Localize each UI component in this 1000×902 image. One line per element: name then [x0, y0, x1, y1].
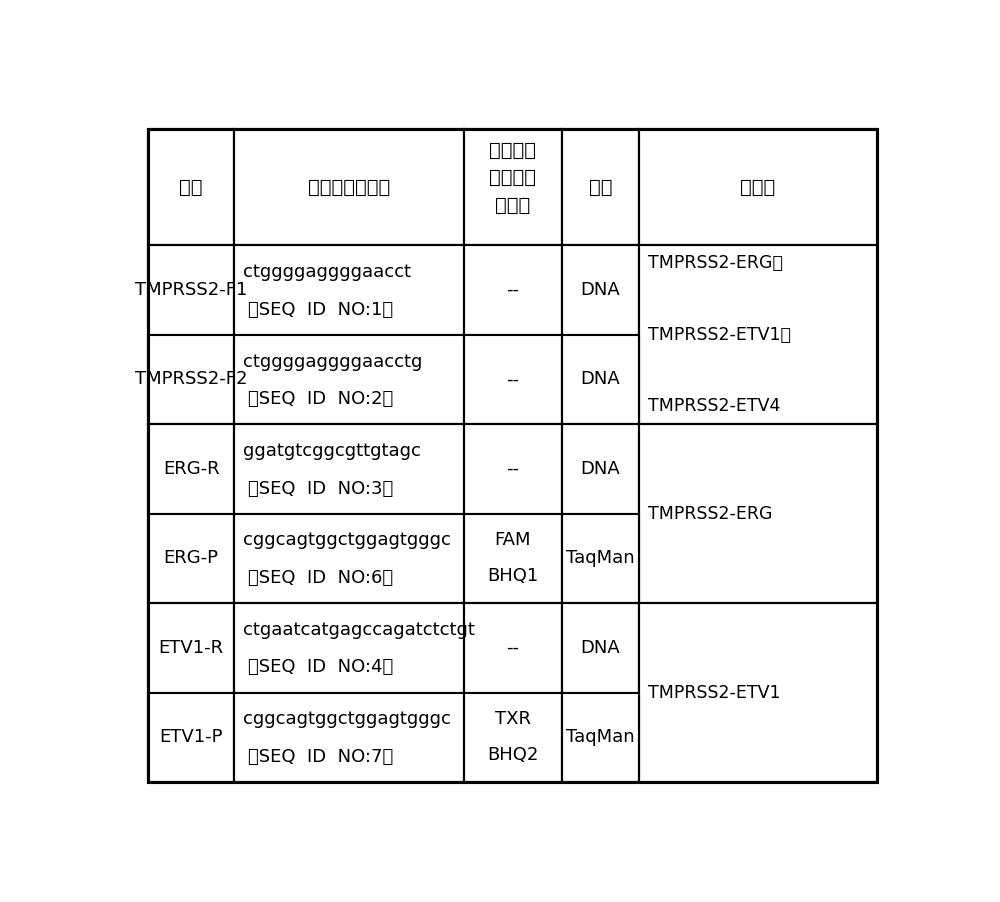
Bar: [148, 335, 234, 424]
Text: BHQ1: BHQ1: [487, 567, 538, 585]
Text: （SEQ  ID  NO:7）: （SEQ ID NO:7）: [248, 748, 393, 766]
Text: 荧光报告: 荧光报告: [489, 141, 536, 160]
Bar: [639, 245, 877, 424]
Text: BHQ2: BHQ2: [487, 746, 539, 764]
Text: 靶基因: 靶基因: [740, 178, 775, 197]
Text: DNA: DNA: [580, 281, 620, 299]
Bar: [148, 693, 234, 782]
Text: TMPRSS2-F2: TMPRSS2-F2: [135, 371, 247, 389]
Bar: [639, 603, 877, 782]
Text: ETV1-R: ETV1-R: [159, 639, 224, 657]
Bar: [562, 245, 639, 335]
Bar: [234, 335, 464, 424]
Bar: [464, 693, 562, 782]
Text: TMPRSS2-ETV1: TMPRSS2-ETV1: [648, 684, 781, 702]
Bar: [464, 513, 562, 603]
Text: （SEQ  ID  NO:2）: （SEQ ID NO:2）: [248, 391, 393, 408]
Bar: [148, 603, 234, 693]
Text: DNA: DNA: [580, 371, 620, 389]
Bar: [562, 129, 639, 245]
Text: DNA: DNA: [580, 639, 620, 657]
Text: TaqMan: TaqMan: [566, 728, 635, 746]
Bar: [234, 603, 464, 693]
Bar: [148, 424, 234, 513]
Text: TMPRSS2-F1: TMPRSS2-F1: [135, 281, 247, 299]
Text: 编号: 编号: [179, 178, 203, 197]
Bar: [148, 129, 234, 245]
Text: TMPRSS2-ETV4: TMPRSS2-ETV4: [648, 397, 780, 415]
Text: TMPRSS2-ETV1，: TMPRSS2-ETV1，: [648, 326, 791, 344]
Bar: [464, 129, 562, 245]
Text: --: --: [506, 639, 519, 657]
Bar: [234, 693, 464, 782]
Bar: [464, 335, 562, 424]
Text: FAM: FAM: [495, 531, 531, 549]
Bar: [464, 245, 562, 335]
Text: 类型: 类型: [589, 178, 612, 197]
Bar: [562, 335, 639, 424]
Text: TMPRSS2-ERG，: TMPRSS2-ERG，: [648, 254, 783, 272]
Bar: [464, 424, 562, 513]
Text: （SEQ  ID  NO:3）: （SEQ ID NO:3）: [248, 480, 393, 498]
Text: ctgaatcatgagccagatctctgt: ctgaatcatgagccagatctctgt: [243, 621, 475, 639]
Text: （SEQ  ID  NO:4）: （SEQ ID NO:4）: [248, 658, 393, 676]
Text: cggcagtggctggagtgggc: cggcagtggctggagtgggc: [243, 531, 451, 549]
Text: ggatgtcggcgttgtagc: ggatgtcggcgttgtagc: [243, 442, 421, 460]
Text: ERG-P: ERG-P: [164, 549, 219, 567]
Text: cggcagtggctggagtgggc: cggcagtggctggagtgggc: [243, 711, 451, 728]
Text: TaqMan: TaqMan: [566, 549, 635, 567]
Text: DNA: DNA: [580, 460, 620, 478]
Bar: [562, 603, 639, 693]
Text: ctggggaggggaacct: ctggggaggggaacct: [243, 263, 411, 281]
Text: 基因及猝: 基因及猝: [489, 168, 536, 187]
Text: --: --: [506, 460, 519, 478]
Bar: [234, 129, 464, 245]
Bar: [234, 424, 464, 513]
Text: --: --: [506, 281, 519, 299]
Text: （SEQ  ID  NO:1）: （SEQ ID NO:1）: [248, 300, 393, 318]
Text: ETV1-P: ETV1-P: [159, 728, 223, 746]
Bar: [639, 424, 877, 603]
Bar: [234, 245, 464, 335]
Text: ERG-R: ERG-R: [163, 460, 220, 478]
Text: --: --: [506, 371, 519, 389]
Text: （SEQ  ID  NO:6）: （SEQ ID NO:6）: [248, 569, 393, 587]
Text: 引物或探针序列: 引物或探针序列: [308, 178, 390, 197]
Bar: [562, 693, 639, 782]
Text: 灭基团: 灭基团: [495, 196, 530, 215]
Bar: [562, 513, 639, 603]
Bar: [639, 129, 877, 245]
Bar: [562, 424, 639, 513]
Text: TXR: TXR: [495, 711, 531, 728]
Bar: [464, 603, 562, 693]
Bar: [148, 513, 234, 603]
Bar: [148, 245, 234, 335]
Bar: [234, 513, 464, 603]
Text: TMPRSS2-ERG: TMPRSS2-ERG: [648, 504, 773, 522]
Text: ctggggaggggaacctg: ctggggaggggaacctg: [243, 353, 423, 371]
